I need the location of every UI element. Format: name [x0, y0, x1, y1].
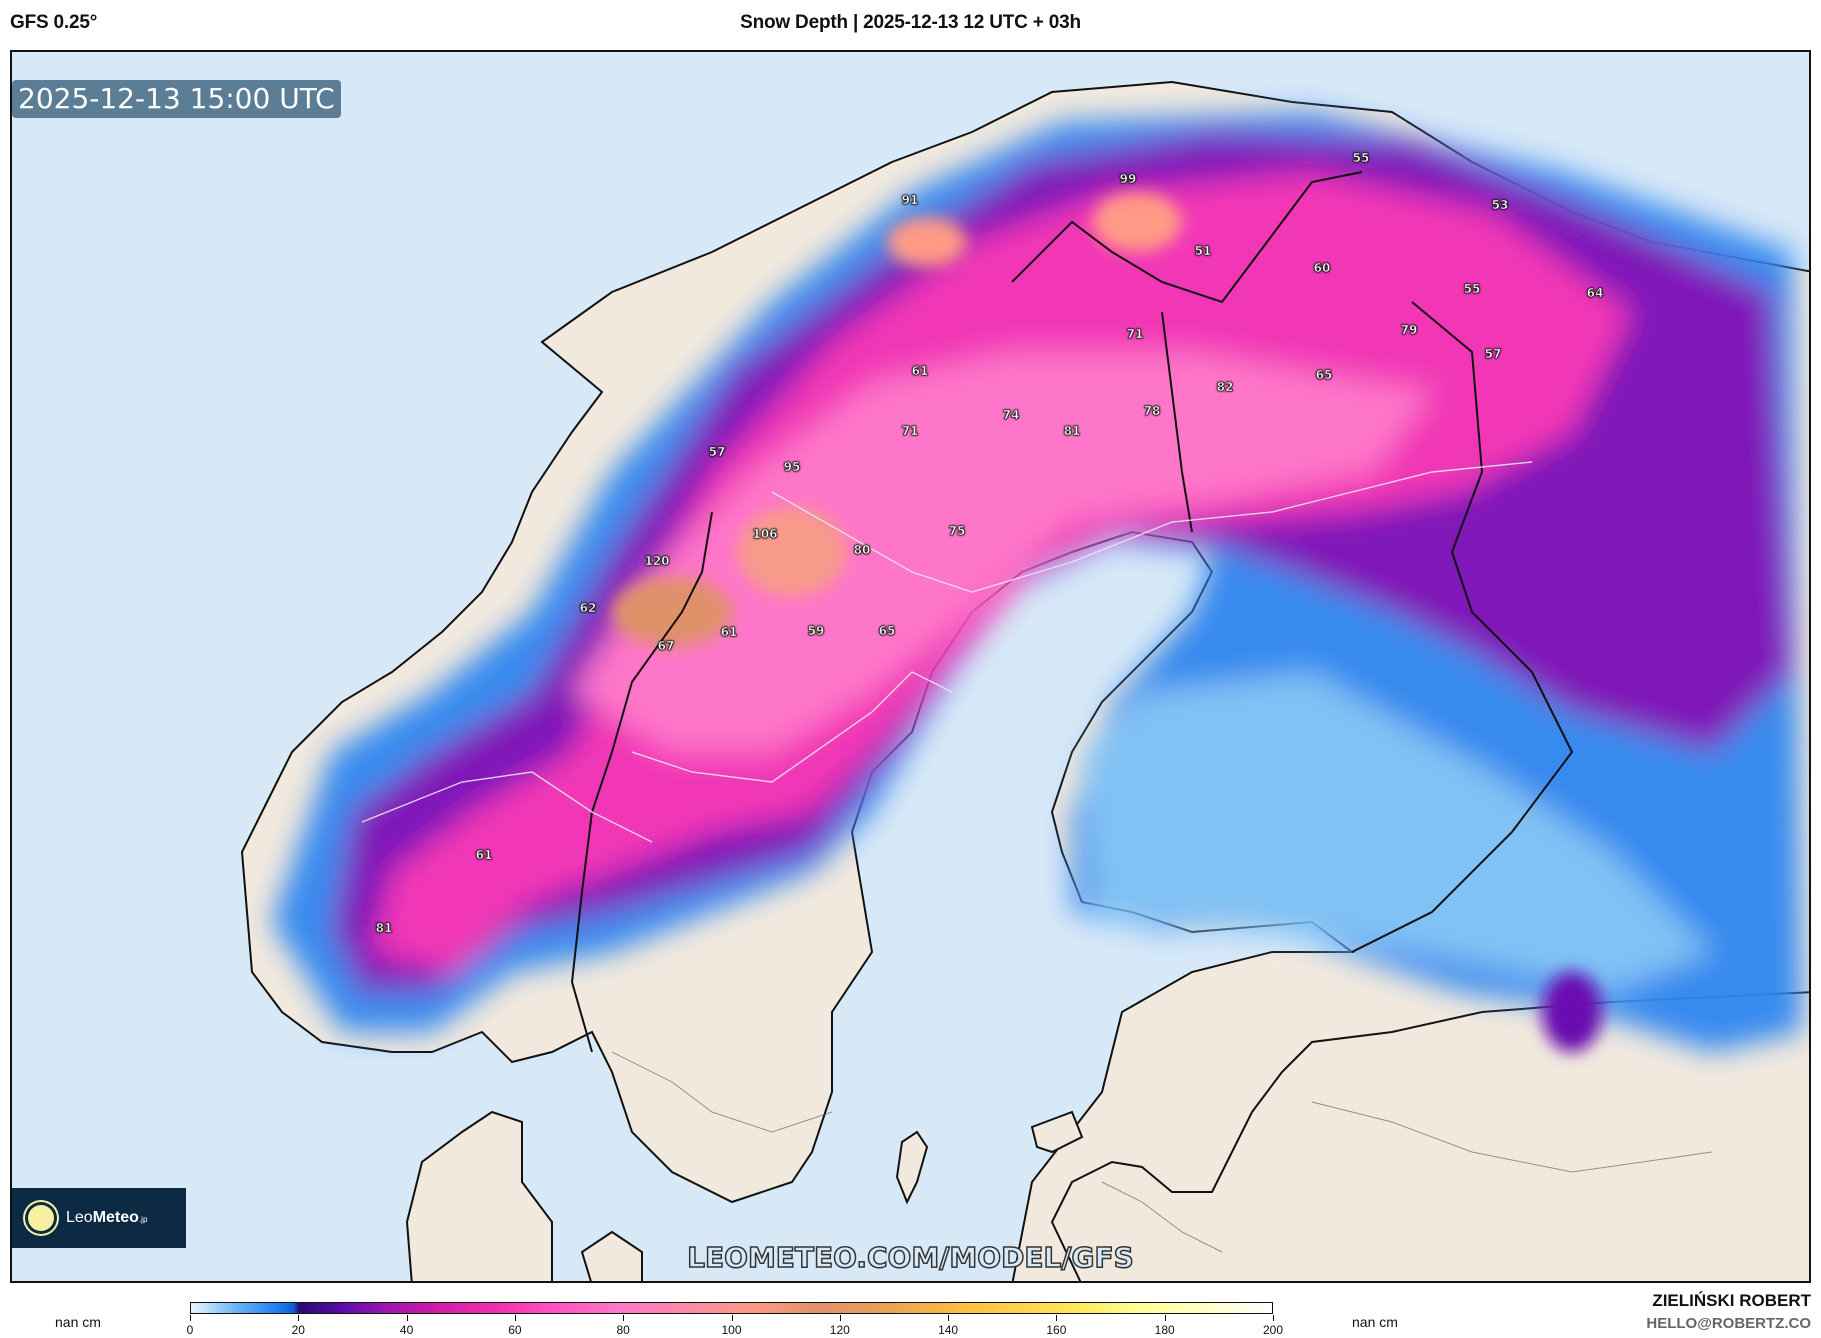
colorbar-tick — [623, 1315, 625, 1321]
snow-depth-value-label: 53 — [1491, 198, 1509, 213]
snow-depth-value-label: 78 — [1143, 404, 1161, 419]
colorbar-tick-label: 180 — [1154, 1323, 1175, 1337]
colorbar-tick-label: 120 — [829, 1323, 850, 1337]
model-label: GFS 0.25° — [10, 12, 98, 33]
snow-depth-value-label: 55 — [1463, 282, 1481, 297]
colorbar — [190, 1302, 1273, 1314]
colorbar-tick — [1056, 1315, 1058, 1321]
colorbar-tick — [190, 1315, 191, 1321]
snow-depth-value-label: 106 — [752, 527, 778, 542]
snow-depth-value-label: 61 — [475, 848, 493, 863]
author-email: HELLO@ROBERTZ.CO — [1646, 1315, 1811, 1332]
snow-depth-value-label: 120 — [644, 554, 670, 569]
colorbar-tick-label: 0 — [186, 1323, 194, 1337]
map-panel: 99 91 55 53 51 60 55 64 79 71 57 61 65 82 78 74 71 81 57 95… — [10, 50, 1811, 1283]
snow-peaks — [612, 192, 1602, 1052]
snow-depth-value-label: 71 — [901, 424, 919, 439]
snow-depth-value-label: 81 — [1063, 424, 1081, 439]
snow-depth-value-label: 67 — [657, 639, 675, 654]
colorbar-tick — [298, 1315, 300, 1321]
watermark-url: LEOMETEO.COM/MODEL/GFS — [686, 1240, 1134, 1275]
colorbar-tick-label: 20 — [291, 1323, 305, 1337]
snow-depth-value-label: 81 — [375, 921, 393, 936]
snow-depth-value-label: 57 — [1484, 347, 1502, 362]
snow-depth-value-label: 91 — [901, 193, 919, 208]
snow-depth-value-label: 95 — [783, 460, 801, 475]
colorbar-tick-label: 100 — [721, 1323, 742, 1337]
snow-depth-value-label: 51 — [1194, 244, 1212, 259]
snow-depth-value-label: 79 — [1400, 323, 1418, 338]
colorbar-tick — [406, 1315, 408, 1321]
snow-depth-value-label: 61 — [720, 625, 738, 640]
sun-icon — [28, 1205, 54, 1231]
snow-depth-value-label: 82 — [1216, 380, 1234, 395]
colorbar-unit-right: nan cm — [1352, 1314, 1398, 1330]
colorbar-tick — [731, 1315, 733, 1321]
colorbar-tick-label: 80 — [616, 1323, 630, 1337]
colorbar-tick — [1273, 1315, 1274, 1321]
snow-depth-value-label: 61 — [911, 364, 929, 379]
province-borders — [611, 1051, 1713, 1253]
leometeo-logo: LeoMeteo.jp — [12, 1188, 186, 1248]
author-name: ZIELIŃSKI ROBERT — [1652, 1291, 1811, 1310]
snow-depth-value-label: 99 — [1119, 172, 1137, 187]
snow-depth-map — [240, 80, 1809, 1281]
snow-depth-value-label: 57 — [708, 445, 726, 460]
colorbar-tick — [948, 1315, 950, 1321]
colorbar-tick — [1164, 1315, 1166, 1321]
snow-depth-value-label: 65 — [1315, 368, 1333, 383]
colorbar-tick-label: 160 — [1046, 1323, 1067, 1337]
colorbar-tick-label: 140 — [938, 1323, 959, 1337]
valid-time-badge: 2025-12-13 15:00 UTC — [12, 80, 341, 118]
colorbar-tick — [514, 1315, 516, 1321]
country-borders — [570, 171, 1574, 1053]
colorbar-tick — [839, 1315, 841, 1321]
colorbar-tick-label: 200 — [1262, 1323, 1284, 1337]
snow-depth-value-label: 75 — [948, 524, 966, 539]
snow-depth-value-label: 71 — [1126, 327, 1144, 342]
colorbar-tick-label: 40 — [399, 1323, 414, 1337]
snow-depth-value-label: 59 — [807, 624, 825, 639]
snow-depth-value-label: 64 — [1586, 286, 1604, 301]
map-title: Snow Depth | 2025-12-13 12 UTC + 03h — [740, 12, 1081, 33]
snow-depth-value-label: 80 — [853, 543, 871, 558]
snow-depth-value-label: 74 — [1002, 408, 1020, 423]
snow-field — [272, 112, 1802, 1052]
colorbar-tick-label: 60 — [508, 1323, 522, 1337]
colorbar-unit-left: nan cm — [55, 1314, 101, 1330]
snow-depth-value-label: 60 — [1313, 261, 1331, 276]
snow-depth-value-label: 65 — [878, 624, 896, 639]
snow-depth-value-label: 55 — [1352, 151, 1370, 166]
logo-text: LeoMeteo.jp — [66, 1209, 148, 1226]
snow-depth-value-label: 62 — [579, 601, 597, 616]
region-borders — [361, 461, 1533, 843]
